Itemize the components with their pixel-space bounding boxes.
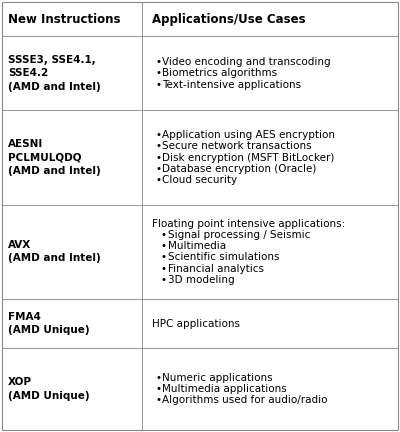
Text: Database encryption (Oracle): Database encryption (Oracle) [162,164,316,174]
Text: •: • [155,395,161,405]
Text: •: • [155,164,161,174]
Text: HPC applications: HPC applications [152,318,240,329]
Text: •: • [155,384,161,394]
Text: SSSE3, SSE4.1,
SSE4.2
(AMD and Intel): SSSE3, SSE4.1, SSE4.2 (AMD and Intel) [8,55,101,92]
Text: 3D modeling: 3D modeling [168,275,235,285]
Text: Biometrics algorithms: Biometrics algorithms [162,68,277,78]
Text: •: • [161,275,167,285]
Text: •: • [155,152,161,162]
Text: Scientific simulations: Scientific simulations [168,252,280,263]
Text: AVX
(AMD and Intel): AVX (AMD and Intel) [8,240,101,264]
Text: •: • [155,141,161,151]
Text: Video encoding and transcoding: Video encoding and transcoding [162,57,331,67]
Text: •: • [155,373,161,383]
Text: •: • [161,241,167,251]
Text: •: • [161,264,167,274]
Text: FMA4
(AMD Unique): FMA4 (AMD Unique) [8,312,90,335]
Text: Multimedia applications: Multimedia applications [162,384,287,394]
Text: Application using AES encryption: Application using AES encryption [162,130,335,140]
Text: Cloud security: Cloud security [162,175,237,185]
Text: Algorithms used for audio/radio: Algorithms used for audio/radio [162,395,328,405]
Text: Text-intensive applications: Text-intensive applications [162,79,301,89]
Text: •: • [155,175,161,185]
Text: Financial analytics: Financial analytics [168,264,264,274]
Text: •: • [161,252,167,263]
Text: •: • [155,57,161,67]
Text: Multimedia: Multimedia [168,241,226,251]
Text: Secure network transactions: Secure network transactions [162,141,312,151]
Text: •: • [155,79,161,89]
Text: Disk encryption (MSFT BitLocker): Disk encryption (MSFT BitLocker) [162,152,334,162]
Text: New Instructions: New Instructions [8,13,120,26]
Text: Signal processing / Seismic: Signal processing / Seismic [168,230,310,240]
Text: Floating point intensive applications:: Floating point intensive applications: [152,219,345,229]
Text: •: • [155,68,161,78]
Text: XOP
(AMD Unique): XOP (AMD Unique) [8,378,90,400]
Text: •: • [161,230,167,240]
Text: Numeric applications: Numeric applications [162,373,273,383]
Text: Applications/Use Cases: Applications/Use Cases [152,13,306,26]
Text: AESNI
PCLMULQDQ
(AMD and Intel): AESNI PCLMULQDQ (AMD and Intel) [8,140,101,176]
Text: •: • [155,130,161,140]
